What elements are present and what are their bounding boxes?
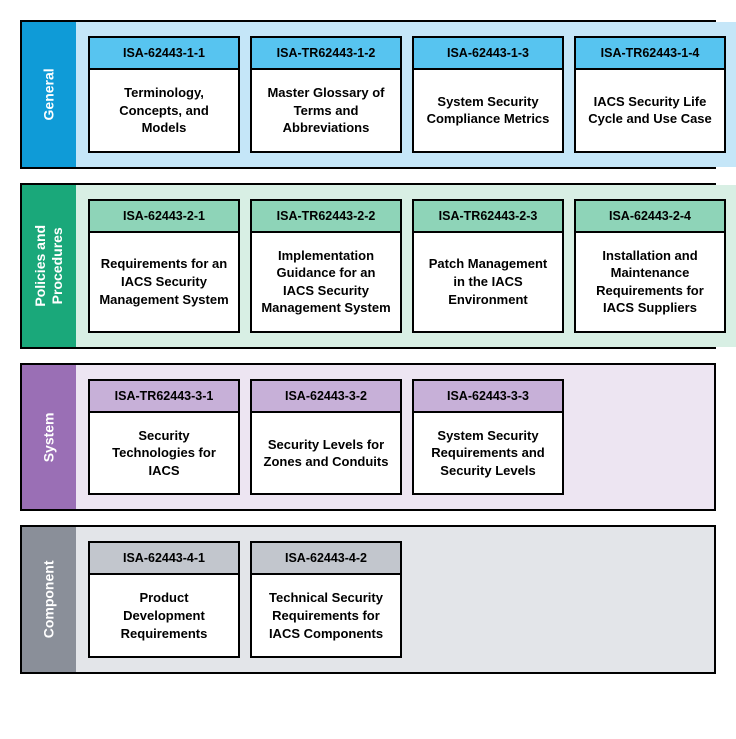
section-component: Component ISA-62443-4-1Product Developmen… — [20, 525, 716, 674]
card-title: Patch Management in the IACS Environment — [414, 233, 562, 331]
card-code: ISA-62443-3-3 — [414, 381, 562, 413]
card-title: Installation and Maintenance Requirement… — [576, 233, 724, 331]
section-general: General ISA-62443-1-1Terminology, Concept… — [20, 20, 716, 169]
section-label: System — [41, 412, 58, 462]
standard-card: ISA-TR62443-3-1Security Technologies for… — [88, 379, 240, 496]
standard-card: ISA-62443-1-3System Security Compliance … — [412, 36, 564, 153]
card-code: ISA-62443-4-2 — [252, 543, 400, 575]
standard-card: ISA-TR62443-1-2Master Glossary of Terms … — [250, 36, 402, 153]
card-title: Terminology, Concepts, and Models — [90, 70, 238, 151]
section-body-system: ISA-TR62443-3-1Security Technologies for… — [76, 365, 714, 510]
card-code: ISA-62443-3-2 — [252, 381, 400, 413]
section-body-policies: ISA-62443-2-1Requirements for an IACS Se… — [76, 185, 736, 347]
card-title: IACS Security Life Cycle and Use Case — [576, 70, 724, 151]
standard-card: ISA-62443-2-4Installation and Maintenanc… — [574, 199, 726, 333]
card-code: ISA-TR62443-2-2 — [252, 201, 400, 233]
standard-card: ISA-62443-4-1Product Development Require… — [88, 541, 240, 658]
card-code: ISA-TR62443-1-2 — [252, 38, 400, 70]
standard-card: ISA-TR62443-2-3Patch Management in the I… — [412, 199, 564, 333]
section-label: Policies andProcedures — [32, 225, 66, 307]
card-title: System Security Requirements and Securit… — [414, 413, 562, 494]
card-code: ISA-62443-1-3 — [414, 38, 562, 70]
section-policies: Policies andProcedures ISA-62443-2-1Requi… — [20, 183, 716, 349]
card-title: Implementation Guidance for an IACS Secu… — [252, 233, 400, 331]
section-label: Component — [41, 561, 58, 639]
standard-card: ISA-TR62443-2-2Implementation Guidance f… — [250, 199, 402, 333]
standard-card: ISA-62443-4-2Technical Security Requirem… — [250, 541, 402, 658]
card-code: ISA-62443-1-1 — [90, 38, 238, 70]
standard-card: ISA-TR62443-1-4IACS Security Life Cycle … — [574, 36, 726, 153]
card-title: Security Levels for Zones and Conduits — [252, 413, 400, 494]
section-body-component: ISA-62443-4-1Product Development Require… — [76, 527, 714, 672]
section-tab-system: System — [22, 365, 76, 510]
standard-card: ISA-62443-3-3System Security Requirement… — [412, 379, 564, 496]
card-code: ISA-62443-2-1 — [90, 201, 238, 233]
card-title: Requirements for an IACS Security Manage… — [90, 233, 238, 331]
card-code: ISA-TR62443-2-3 — [414, 201, 562, 233]
card-code: ISA-TR62443-3-1 — [90, 381, 238, 413]
section-tab-policies: Policies andProcedures — [22, 185, 76, 347]
card-title: Master Glossary of Terms and Abbreviatio… — [252, 70, 400, 151]
standards-diagram: General ISA-62443-1-1Terminology, Concept… — [20, 20, 716, 674]
card-title: Product Development Requirements — [90, 575, 238, 656]
card-code: ISA-TR62443-1-4 — [576, 38, 724, 70]
section-system: System ISA-TR62443-3-1Security Technologi… — [20, 363, 716, 512]
section-body-general: ISA-62443-1-1Terminology, Concepts, and … — [76, 22, 736, 167]
card-title: Technical Security Requirements for IACS… — [252, 575, 400, 656]
card-code: ISA-62443-4-1 — [90, 543, 238, 575]
section-label: General — [41, 68, 58, 120]
section-tab-general: General — [22, 22, 76, 167]
section-tab-component: Component — [22, 527, 76, 672]
standard-card: ISA-62443-1-1Terminology, Concepts, and … — [88, 36, 240, 153]
standard-card: ISA-62443-2-1Requirements for an IACS Se… — [88, 199, 240, 333]
card-title: System Security Compliance Metrics — [414, 70, 562, 151]
card-code: ISA-62443-2-4 — [576, 201, 724, 233]
standard-card: ISA-62443-3-2Security Levels for Zones a… — [250, 379, 402, 496]
card-title: Security Technologies for IACS — [90, 413, 238, 494]
